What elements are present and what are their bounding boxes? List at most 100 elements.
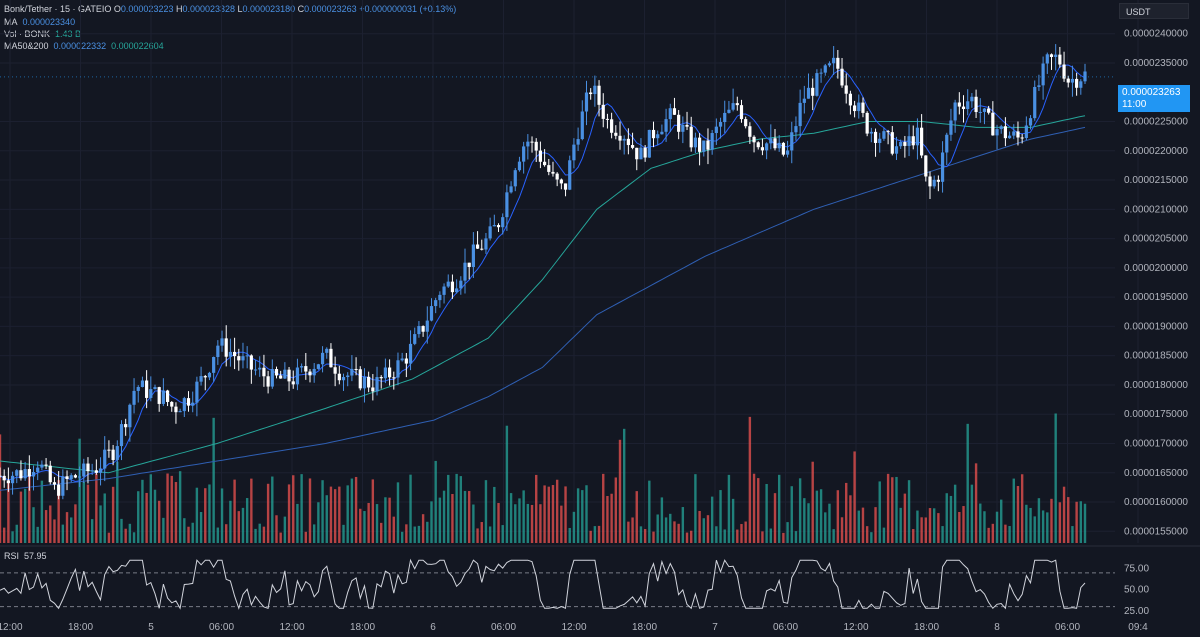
- candle-body: [702, 140, 706, 152]
- last-price-tag: 0.000023263 11:00: [1118, 85, 1190, 112]
- candle-body: [1062, 64, 1066, 79]
- volume-bar: [530, 504, 534, 543]
- volume-bar: [958, 511, 961, 543]
- candle-body: [300, 366, 304, 368]
- candle-body: [417, 326, 421, 335]
- volume-bar: [241, 507, 245, 543]
- volume-bar: [225, 524, 228, 543]
- candle-body: [953, 102, 957, 121]
- candle-body: [119, 424, 124, 447]
- candle-body: [903, 142, 907, 146]
- volume-bar: [673, 521, 676, 543]
- candle-body: [115, 446, 119, 460]
- time-tick-label: 7: [712, 622, 718, 633]
- volume-bar: [174, 482, 178, 543]
- candle-body: [526, 141, 530, 147]
- quote-currency-label[interactable]: USDT: [1119, 3, 1189, 19]
- candle-body: [987, 108, 991, 113]
- volume-bar: [32, 507, 35, 543]
- volume-bar: [103, 493, 106, 543]
- candle-body: [341, 377, 346, 381]
- volume-bar: [199, 511, 203, 543]
- candle-body: [966, 101, 970, 110]
- candle-body: [325, 348, 329, 353]
- candle-body: [806, 87, 811, 99]
- candle-body: [882, 131, 886, 139]
- ma50-value: 0.000022332: [53, 41, 107, 51]
- symbol-title: Bonk/Tether · 15 · GATEIO: [4, 4, 112, 14]
- candle-body: [836, 57, 840, 69]
- candle-body: [44, 464, 48, 466]
- ohlc-key-c: C: [295, 4, 305, 14]
- candle-body: [1045, 54, 1049, 64]
- candle-body: [98, 468, 103, 473]
- volume-bar: [656, 514, 659, 543]
- candle-body: [697, 137, 702, 152]
- volume-bar: [1033, 516, 1036, 543]
- volume-bar: [568, 527, 571, 543]
- candle-body: [668, 108, 672, 120]
- candle-body: [689, 126, 693, 148]
- candle-body: [496, 225, 501, 228]
- candle-body: [459, 280, 463, 289]
- volume-bar: [1012, 478, 1015, 543]
- candle-body: [320, 352, 325, 365]
- candle-body: [920, 127, 924, 156]
- volume-bar: [204, 488, 207, 543]
- candle-body: [949, 120, 953, 135]
- volume-bar: [966, 423, 969, 543]
- volume-bar: [157, 500, 161, 543]
- candle-body: [224, 338, 228, 357]
- candle-body: [857, 102, 861, 112]
- volume-bar: [396, 482, 400, 543]
- candle-body: [589, 92, 593, 95]
- volume-bar: [819, 489, 823, 543]
- volume-bar: [891, 477, 894, 543]
- ohlc-key-l: L: [235, 4, 243, 14]
- volume-bar: [325, 495, 328, 543]
- candle-body: [279, 375, 283, 379]
- candle-body: [186, 398, 191, 406]
- volume-bar: [65, 512, 69, 543]
- candle-body: [203, 376, 207, 378]
- candle-body: [291, 381, 295, 385]
- candle-body: [647, 129, 651, 158]
- candle-body: [346, 375, 350, 378]
- volume-bar: [949, 495, 953, 543]
- candle-body: [832, 57, 836, 64]
- ma-value: 0.000023340: [22, 17, 76, 27]
- symbol-legend: Bonk/Tether · 15 · GATEIO O0.000023223 H…: [4, 3, 456, 15]
- candle-body: [681, 124, 685, 132]
- candle-body: [1012, 131, 1016, 136]
- candle-body: [706, 140, 710, 150]
- candle-body: [605, 118, 610, 120]
- volume-bar: [547, 486, 550, 543]
- volume-bar: [916, 510, 919, 543]
- volume-bar: [1016, 486, 1020, 543]
- volume-bar: [937, 513, 940, 543]
- candle-body: [408, 343, 413, 364]
- volume-bar: [740, 524, 743, 543]
- candle-body: [425, 320, 429, 332]
- volume-bar: [1079, 501, 1083, 543]
- volume-bar: [459, 476, 463, 543]
- ohlc-value-h: 0.000023328: [182, 4, 236, 14]
- candle-body: [191, 402, 195, 406]
- candle-body: [911, 136, 915, 146]
- volume-bar: [685, 532, 689, 543]
- candle-body: [266, 376, 270, 387]
- volume-bar: [798, 478, 802, 543]
- volume-bar: [120, 518, 123, 543]
- volume-bar: [258, 523, 261, 543]
- volume-bar: [853, 451, 856, 543]
- volume-bar: [815, 490, 819, 543]
- volume-bar: [1046, 512, 1049, 543]
- volume-bar: [53, 519, 56, 543]
- volume-bar: [497, 503, 500, 543]
- candle-body: [404, 358, 408, 364]
- volume-bar: [220, 488, 224, 543]
- candle-body: [132, 390, 136, 405]
- candle-body: [455, 288, 459, 293]
